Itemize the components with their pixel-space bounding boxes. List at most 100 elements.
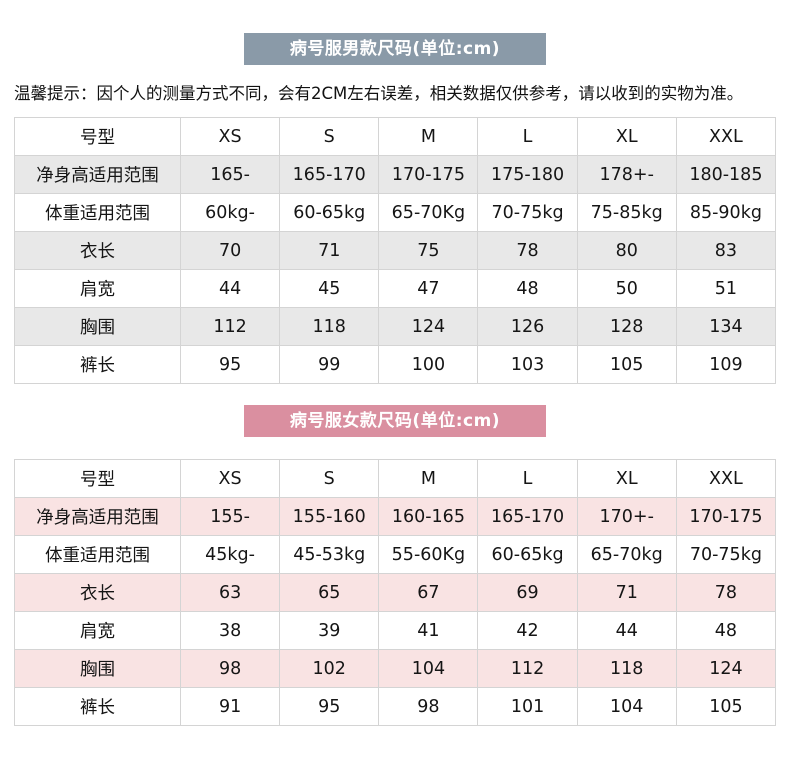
- size-cell: 104: [378, 649, 479, 688]
- size-cell: 98: [378, 687, 479, 726]
- size-cell: 85-90kg: [675, 193, 777, 232]
- size-cell: 47: [378, 269, 479, 308]
- size-cell: 50: [576, 269, 677, 308]
- size-cell: 95: [279, 687, 380, 726]
- size-cell: 63: [179, 573, 281, 612]
- size-cell: 104: [576, 687, 677, 726]
- size-cell: 124: [675, 649, 777, 688]
- size-cell: 38: [179, 611, 281, 650]
- size-cell: 44: [576, 611, 677, 650]
- column-header: S: [279, 459, 380, 498]
- size-cell: 75-85kg: [576, 193, 677, 232]
- table-row: 体重适用范围 60kg- 60-65kg 65-70Kg 70-75kg 75-85kg 8…: [14, 193, 777, 232]
- table-row: 衣长 70 71 75 78 80 83: [14, 231, 777, 270]
- row-label: 体重适用范围: [14, 535, 181, 574]
- mens-size-title-badge: 病号服男款尺码(单位:cm): [244, 33, 546, 65]
- size-cell: 100: [378, 345, 479, 384]
- size-cell: 78: [477, 231, 578, 270]
- size-cell: 60-65kg: [477, 535, 578, 574]
- size-cell: 112: [179, 307, 281, 346]
- size-cell: 45-53kg: [279, 535, 380, 574]
- size-cell: 39: [279, 611, 380, 650]
- column-header: L: [477, 459, 578, 498]
- size-cell: 48: [675, 611, 777, 650]
- row-label: 裤长: [14, 345, 181, 384]
- table-row: 净身高适用范围 155- 155-160 160-165 165-170 170+- 170…: [14, 497, 777, 536]
- table-row: 衣长 63 65 67 69 71 78: [14, 573, 777, 612]
- column-header: XXL: [675, 459, 777, 498]
- table-row: 裤长 95 99 100 103 105 109: [14, 345, 777, 384]
- size-cell: 175-180: [477, 155, 578, 194]
- size-cell: 134: [675, 307, 777, 346]
- size-cell: 69: [477, 573, 578, 612]
- size-table: 号型 XS S M L XL XXL 净身高适用范围 155- 155-160 160-165 165…: [14, 459, 777, 726]
- row-label: 净身高适用范围: [14, 155, 181, 194]
- column-header: M: [378, 117, 479, 156]
- size-cell: 67: [378, 573, 479, 612]
- size-cell: 44: [179, 269, 281, 308]
- size-cell: 109: [675, 345, 777, 384]
- size-chart-page: 病号服男款尺码(单位:cm) 温馨提示：因个人的测量方式不同，会有2CM左右误差…: [0, 33, 790, 726]
- size-cell: 101: [477, 687, 578, 726]
- size-cell: 103: [477, 345, 578, 384]
- size-cell: 126: [477, 307, 578, 346]
- size-cell: 71: [279, 231, 380, 270]
- size-cell: 124: [378, 307, 479, 346]
- corner-header: 号型: [14, 459, 181, 498]
- size-cell: 71: [576, 573, 677, 612]
- size-cell: 42: [477, 611, 578, 650]
- size-cell: 160-165: [378, 497, 479, 536]
- column-header: XL: [576, 459, 677, 498]
- size-cell: 65-70kg: [576, 535, 677, 574]
- row-label: 衣长: [14, 231, 181, 270]
- column-header: S: [279, 117, 380, 156]
- size-cell: 45kg-: [179, 535, 281, 574]
- size-cell: 51: [675, 269, 777, 308]
- size-cell: 165-: [179, 155, 281, 194]
- table-row: 裤长 91 95 98 101 104 105: [14, 687, 777, 726]
- table-row: 胸围 112 118 124 126 128 134: [14, 307, 777, 346]
- table-row: 净身高适用范围 165- 165-170 170-175 175-180 178+- 180…: [14, 155, 777, 194]
- row-label: 胸围: [14, 649, 181, 688]
- size-cell: 165-170: [477, 497, 578, 536]
- table-row: 肩宽 44 45 47 48 50 51: [14, 269, 777, 308]
- header-row: 号型 XS S M L XL XXL: [14, 117, 777, 156]
- size-cell: 165-170: [279, 155, 380, 194]
- size-cell: 95: [179, 345, 281, 384]
- size-cell: 55-60Kg: [378, 535, 479, 574]
- size-cell: 112: [477, 649, 578, 688]
- row-label: 净身高适用范围: [14, 497, 181, 536]
- womens-size-table-container: 号型 XS S M L XL XXL 净身高适用范围 155- 155-160 160-165 165…: [14, 459, 777, 726]
- size-cell: 128: [576, 307, 677, 346]
- size-cell: 78: [675, 573, 777, 612]
- size-cell: 41: [378, 611, 479, 650]
- column-header: L: [477, 117, 578, 156]
- size-cell: 170-175: [378, 155, 479, 194]
- size-cell: 170-175: [675, 497, 777, 536]
- size-cell: 83: [675, 231, 777, 270]
- column-header: XXL: [675, 117, 777, 156]
- size-cell: 118: [576, 649, 677, 688]
- table-row: 体重适用范围 45kg- 45-53kg 55-60Kg 60-65kg 65-70kg 7…: [14, 535, 777, 574]
- size-cell: 155-: [179, 497, 281, 536]
- column-header: XS: [179, 117, 281, 156]
- size-cell: 45: [279, 269, 380, 308]
- column-header: XL: [576, 117, 677, 156]
- size-cell: 48: [477, 269, 578, 308]
- size-cell: 60kg-: [179, 193, 281, 232]
- size-cell: 170+-: [576, 497, 677, 536]
- size-cell: 60-65kg: [279, 193, 380, 232]
- size-cell: 91: [179, 687, 281, 726]
- row-label: 胸围: [14, 307, 181, 346]
- size-cell: 80: [576, 231, 677, 270]
- column-header: M: [378, 459, 479, 498]
- size-cell: 70-75kg: [477, 193, 578, 232]
- row-label: 肩宽: [14, 269, 181, 308]
- size-cell: 105: [675, 687, 777, 726]
- row-label: 衣长: [14, 573, 181, 612]
- measurement-disclaimer-text: 温馨提示：因个人的测量方式不同，会有2CM左右误差，相关数据仅供参考，请以收到的…: [14, 84, 744, 103]
- table-row: 胸围 98 102 104 112 118 124: [14, 649, 777, 688]
- size-cell: 105: [576, 345, 677, 384]
- size-cell: 99: [279, 345, 380, 384]
- table-row: 肩宽 38 39 41 42 44 48: [14, 611, 777, 650]
